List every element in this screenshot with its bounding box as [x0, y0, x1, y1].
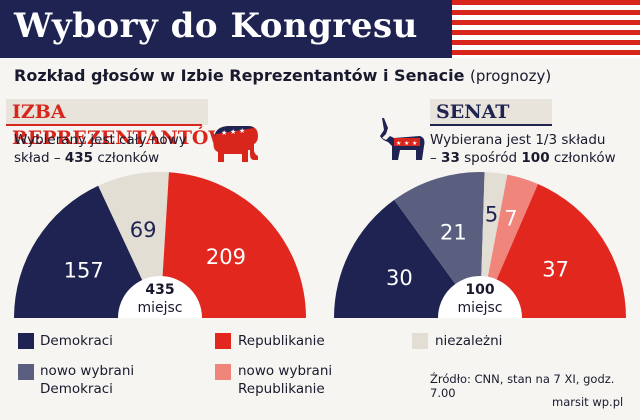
house-slice-2 — [160, 172, 306, 318]
svg-text:★: ★ — [404, 140, 409, 147]
senate-center-number: 100 — [465, 282, 494, 298]
credit-note: marsit wp.pl — [552, 395, 624, 409]
senate-slice-label-0: 30 — [386, 266, 413, 290]
senate-section-rule — [430, 124, 552, 126]
senate-center-unit: miejsc — [457, 300, 502, 316]
header-banner: Wybory do Kongresu — [0, 0, 640, 58]
legend-label-new-republicans: nowo wybrani Republikanie — [238, 363, 333, 397]
house-slice-label-1: 69 — [130, 218, 157, 242]
legend-label-independents: niezależni — [435, 333, 503, 349]
house-section-rule — [6, 124, 202, 126]
page-title: Wybory do Kongresu — [14, 6, 418, 46]
chart-subtitle: Rozkład głosów w Izbie Reprezentantów i … — [14, 66, 551, 85]
house-description: Wybierany jest cały nowy skład – 435 czł… — [14, 131, 187, 167]
senate-description: Wybierana jest 1/3 składu – 33 spośród 1… — [430, 131, 616, 167]
house-slice-0 — [14, 185, 160, 318]
subtitle-main: Rozkład głosów w Izbie Reprezentantów i … — [14, 66, 465, 85]
house-center-unit: miejsc — [137, 300, 182, 316]
source-note: Źródło: CNN, stan na 7 XI, godz. 7.00 — [430, 372, 615, 400]
house-desc-line1: Wybierany jest cały nowy — [14, 132, 187, 148]
republican-elephant-icon: ★ ★ ★ — [213, 126, 258, 162]
svg-text:★: ★ — [230, 128, 236, 136]
democrat-donkey-icon: ★ ★ ★ — [380, 118, 425, 160]
house-section-label: IZBA REPREZENTANTÓW — [6, 99, 230, 149]
legend-swatch-republicans — [215, 333, 231, 349]
house-desc-line2: skład – 435 członków — [14, 150, 160, 166]
legend-label-democrats: Demokraci — [40, 333, 113, 349]
senate-slice-0 — [334, 199, 480, 318]
senate-desc-line2: – 33 spośród 100 członków — [430, 150, 616, 166]
us-flag-stripes-icon — [452, 0, 640, 58]
legend-swatch-independents — [412, 333, 428, 349]
senate-slice-label-1: 21 — [440, 220, 467, 244]
legend-label-new-democrats: nowo wybrani Demokraci — [40, 363, 135, 397]
legend-swatch-new-democrats — [18, 364, 34, 380]
house-center-number: 435 — [145, 282, 174, 298]
senate-center-hole — [438, 276, 522, 318]
legend-label-republicans: Republikanie — [238, 333, 325, 349]
senate-slice-label-2: 5 — [485, 203, 498, 227]
legend-swatch-new-republicans — [215, 364, 231, 380]
house-slice-label-0: 157 — [64, 258, 104, 282]
senate-desc-line1: Wybierana jest 1/3 składu — [430, 132, 606, 148]
senate-slice-label-4: 37 — [542, 257, 569, 281]
house-center-hole — [118, 276, 202, 318]
house-slice-label-2: 209 — [206, 245, 246, 269]
senate-section-label: SENAT — [430, 99, 552, 125]
subtitle-note: (prognozy) — [470, 67, 552, 85]
svg-text:★: ★ — [396, 140, 401, 147]
svg-text:★: ★ — [239, 127, 245, 135]
svg-text:★: ★ — [221, 129, 227, 137]
senate-slice-label-3: 7 — [504, 207, 517, 231]
svg-text:★: ★ — [412, 140, 417, 147]
senate-slice-4 — [480, 184, 626, 318]
legend-swatch-democrats — [18, 333, 34, 349]
